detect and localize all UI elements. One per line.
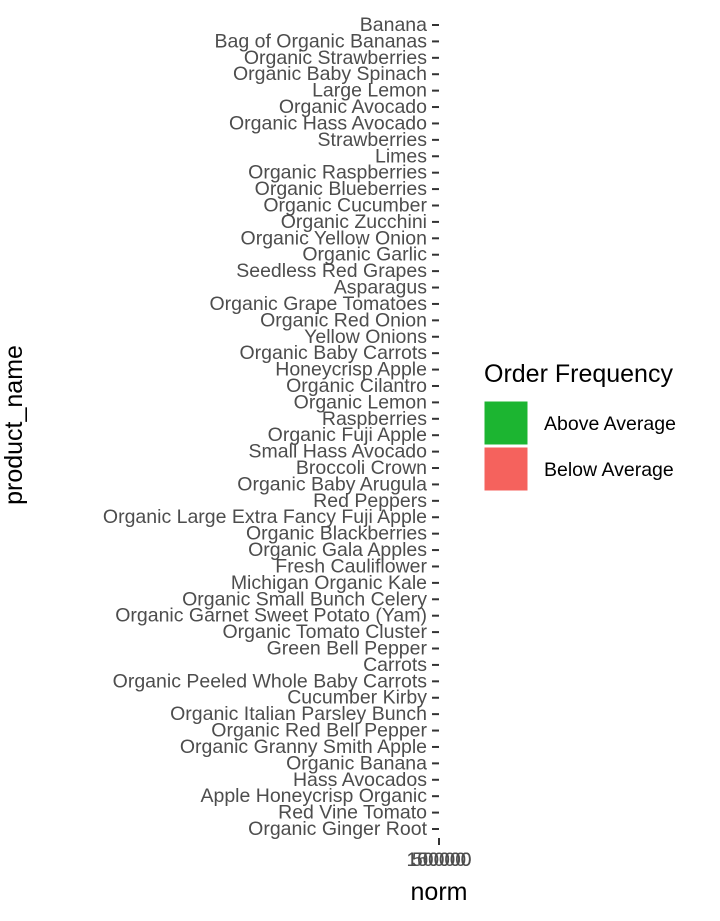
y-tick-label: Organic Cilantro: [286, 375, 427, 397]
legend: Order Frequency Above Average Below Avera…: [483, 360, 676, 492]
y-tick-label: Organic Lemon: [294, 391, 427, 413]
y-tick-label: Organic Raspberries: [248, 162, 427, 184]
x-tick-label: 50000: [412, 849, 466, 871]
y-tick-label: Organic Red Onion: [260, 309, 427, 331]
y-tick-label: Yellow Onions: [304, 326, 427, 348]
y-tick-label: Apple Honeycrisp Organic: [200, 785, 427, 807]
y-tick-label: Organic Tomato Cluster: [223, 621, 428, 643]
y-tick-label: Bag of Organic Bananas: [215, 30, 428, 52]
y-tick-label: Organic Blueberries: [255, 178, 428, 200]
y-tick-label: Organic Hass Avocado: [229, 112, 427, 134]
y-tick-label: Organic Large Extra Fancy Fuji Apple: [103, 506, 427, 528]
y-tick-label: Organic Ginger Root: [248, 818, 427, 840]
y-tick-label: Organic Grape Tomatoes: [210, 293, 428, 315]
y-tick-label: Organic Garnet Sweet Potato (Yam): [115, 605, 427, 627]
legend-key: [483, 446, 529, 492]
y-tick-label: Banana: [360, 14, 427, 36]
y-tick-label: Limes: [375, 145, 427, 167]
y-tick-label: Organic Red Bell Pepper: [211, 720, 427, 742]
x-tick-label: 150000: [406, 849, 471, 871]
y-tick-label: Carrots: [363, 654, 427, 676]
y-tick-label: Organic Cucumber: [263, 194, 427, 216]
y-tick-label: Strawberries: [318, 129, 428, 151]
y-tick-label: Organic Baby Carrots: [240, 342, 428, 364]
y-tick-label: Organic Granny Smith Apple: [180, 736, 427, 758]
y-tick-label: Organic Italian Parsley Bunch: [170, 703, 427, 725]
y-tick-label: Organic Zucchini: [281, 211, 427, 233]
y-tick-label: Small Hass Avocado: [249, 441, 428, 463]
y-tick-label: Organic Strawberries: [244, 47, 427, 69]
y-tick-label: Organic Fuji Apple: [268, 424, 427, 446]
y-tick-label: Organic Gala Apples: [248, 539, 427, 561]
legend-key: [483, 400, 529, 446]
x-axis-title: norm: [411, 878, 468, 906]
y-tick-label: Hass Avocados: [293, 769, 427, 791]
y-tick-label: Seedless Red Grapes: [236, 260, 427, 282]
x-tick-label: 100000: [406, 849, 471, 871]
y-tick-label: Organic Peeled Whole Baby Carrots: [113, 670, 428, 692]
y-tick-label: Organic Small Bunch Celery: [182, 588, 427, 610]
y-tick-label: Organic Baby Spinach: [233, 63, 427, 85]
y-tick-label: Organic Blackberries: [246, 523, 427, 545]
y-axis-title: product_name: [0, 345, 28, 505]
y-tick-label: Organic Banana: [286, 752, 427, 774]
y-tick-label: Organic Yellow Onion: [241, 227, 427, 249]
y-tick-label: Red Vine Tomato: [278, 802, 427, 824]
y-tick-label: Honeycrisp Apple: [275, 359, 427, 381]
y-tick-label: Red Peppers: [313, 490, 427, 512]
y-tick-label: Organic Avocado: [279, 96, 427, 118]
legend-label: Below Average: [544, 459, 674, 481]
y-tick-label: Cucumber Kirby: [287, 687, 427, 709]
y-tick-label: Organic Garlic: [302, 244, 427, 266]
y-tick-label: Organic Baby Arugula: [237, 473, 427, 495]
y-tick-label: Michigan Organic Kale: [231, 572, 427, 594]
y-tick-label: Asparagus: [334, 277, 427, 299]
y-tick-label: Green Bell Pepper: [267, 638, 428, 660]
y-tick-label: Raspberries: [322, 408, 427, 430]
y-tick-label: Large Lemon: [312, 80, 427, 102]
y-tick-label: Fresh Cauliflower: [275, 555, 427, 577]
y-tick-label: Broccoli Crown: [296, 457, 427, 479]
legend-title: Order Frequency: [484, 360, 673, 388]
legend-label: Above Average: [544, 413, 676, 435]
